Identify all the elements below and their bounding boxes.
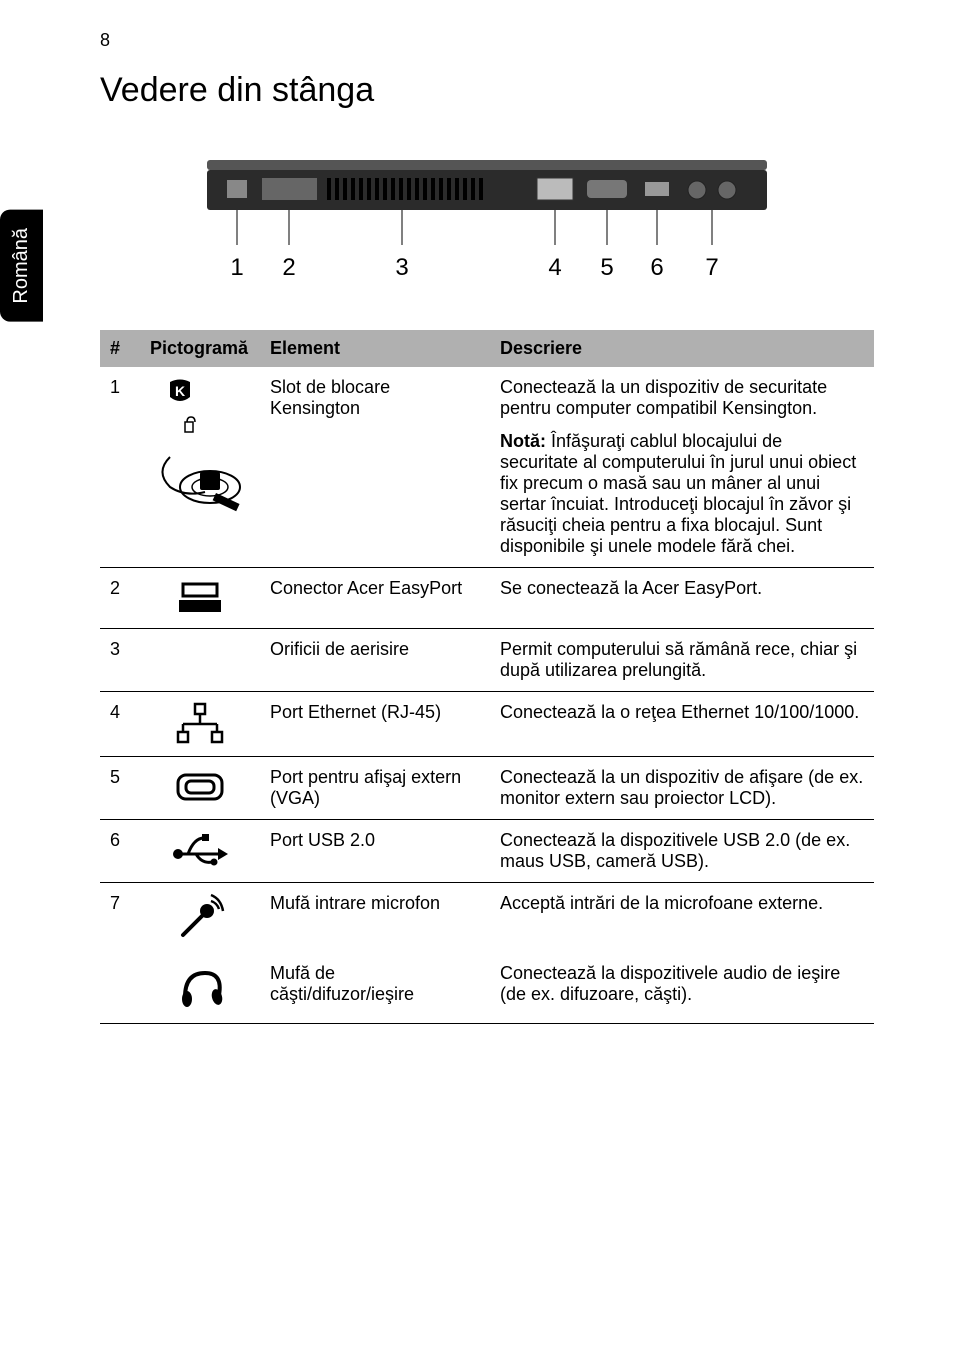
row-element: Mufă de căşti/difuzor/ieşire bbox=[260, 953, 490, 1024]
row-num: 7 bbox=[100, 883, 140, 954]
row-desc: Acceptă intrări de la microfoane externe… bbox=[490, 883, 874, 954]
row-desc: Conectează la dispozitivele audio de ieş… bbox=[490, 953, 874, 1024]
laptop-side-svg: 1 2 3 4 5 6 7 bbox=[177, 140, 797, 300]
table-row: 2 Conector Acer EasyPort Se conectează l… bbox=[100, 568, 874, 629]
table-row: Mufă de căşti/difuzor/ieşire Conectează … bbox=[100, 953, 874, 1024]
callout-4: 4 bbox=[548, 254, 561, 281]
row-num bbox=[100, 953, 140, 1024]
side-view-diagram: 1 2 3 4 5 6 7 bbox=[100, 140, 874, 300]
ethernet-icon bbox=[140, 692, 260, 757]
row-desc: Permit computerului să rămână rece, chia… bbox=[490, 629, 874, 692]
row-desc: Conectează la un dispozitiv de afişare (… bbox=[490, 757, 874, 820]
svg-text:K: K bbox=[175, 383, 185, 399]
page-number: 8 bbox=[0, 0, 954, 51]
row-desc: Conectează la un dispozitiv de securitat… bbox=[490, 367, 874, 568]
row-desc: Se conectează la Acer EasyPort. bbox=[490, 568, 874, 629]
row-element: Port USB 2.0 bbox=[260, 820, 490, 883]
headphone-icon bbox=[140, 953, 260, 1024]
header-icon: Pictogramă bbox=[140, 330, 260, 367]
row-element: Port Ethernet (RJ-45) bbox=[260, 692, 490, 757]
table-row: 5 Port pentru afişaj extern (VGA) Conect… bbox=[100, 757, 874, 820]
table-row: 7 Mufă intrare microfon Acceptă intrări … bbox=[100, 883, 874, 954]
header-num: # bbox=[100, 330, 140, 367]
callout-1: 1 bbox=[230, 254, 243, 281]
callout-5: 5 bbox=[600, 254, 613, 281]
row-desc: Conectează la dispozitivele USB 2.0 (de … bbox=[490, 820, 874, 883]
desc-main: Conectează la un dispozitiv de securitat… bbox=[500, 377, 864, 419]
table-row: 4 Port Ethernet (RJ-45) Conectează la o … bbox=[100, 692, 874, 757]
row-num: 6 bbox=[100, 820, 140, 883]
row-num: 5 bbox=[100, 757, 140, 820]
usb-icon bbox=[140, 820, 260, 883]
note-label: Notă: bbox=[500, 431, 546, 451]
row-num: 4 bbox=[100, 692, 140, 757]
callout-6: 6 bbox=[650, 254, 663, 281]
row-num: 1 bbox=[100, 367, 140, 568]
table-header-row: # Pictogramă Element Descriere bbox=[100, 330, 874, 367]
row-num: 3 bbox=[100, 629, 140, 692]
row-num: 2 bbox=[100, 568, 140, 629]
language-tab: Română bbox=[0, 210, 43, 322]
callout-2: 2 bbox=[282, 254, 295, 281]
callout-3: 3 bbox=[395, 254, 408, 281]
vent-icon bbox=[140, 629, 260, 692]
row-element: Port pentru afişaj extern (VGA) bbox=[260, 757, 490, 820]
page-title: Vedere din stânga bbox=[100, 71, 874, 110]
note-text: Înfăşuraţi cablul blocajului de securita… bbox=[500, 431, 856, 556]
kensington-icon: K bbox=[140, 367, 260, 568]
callout-7: 7 bbox=[705, 254, 718, 281]
main-content: Vedere din stânga bbox=[0, 51, 954, 1064]
header-element: Element bbox=[260, 330, 490, 367]
row-element: Mufă intrare microfon bbox=[260, 883, 490, 954]
row-desc: Conectează la o reţea Ethernet 10/100/10… bbox=[490, 692, 874, 757]
spec-table: # Pictogramă Element Descriere 1 K bbox=[100, 330, 874, 1024]
row-element: Orificii de aerisire bbox=[260, 629, 490, 692]
table-row: 1 K Slot de blocare Ken bbox=[100, 367, 874, 568]
desc-note: Notă: Înfăşuraţi cablul blocajului de se… bbox=[500, 431, 864, 557]
header-desc: Descriere bbox=[490, 330, 874, 367]
table-row: 6 Port USB 2.0 Conectează la dispozitive… bbox=[100, 820, 874, 883]
table-row: 3 Orificii de aerisire Permit computerul… bbox=[100, 629, 874, 692]
vga-icon bbox=[140, 757, 260, 820]
easyport-icon bbox=[140, 568, 260, 629]
row-element: Slot de blocare Kensington bbox=[260, 367, 490, 568]
row-element: Conector Acer EasyPort bbox=[260, 568, 490, 629]
microphone-icon bbox=[140, 883, 260, 954]
